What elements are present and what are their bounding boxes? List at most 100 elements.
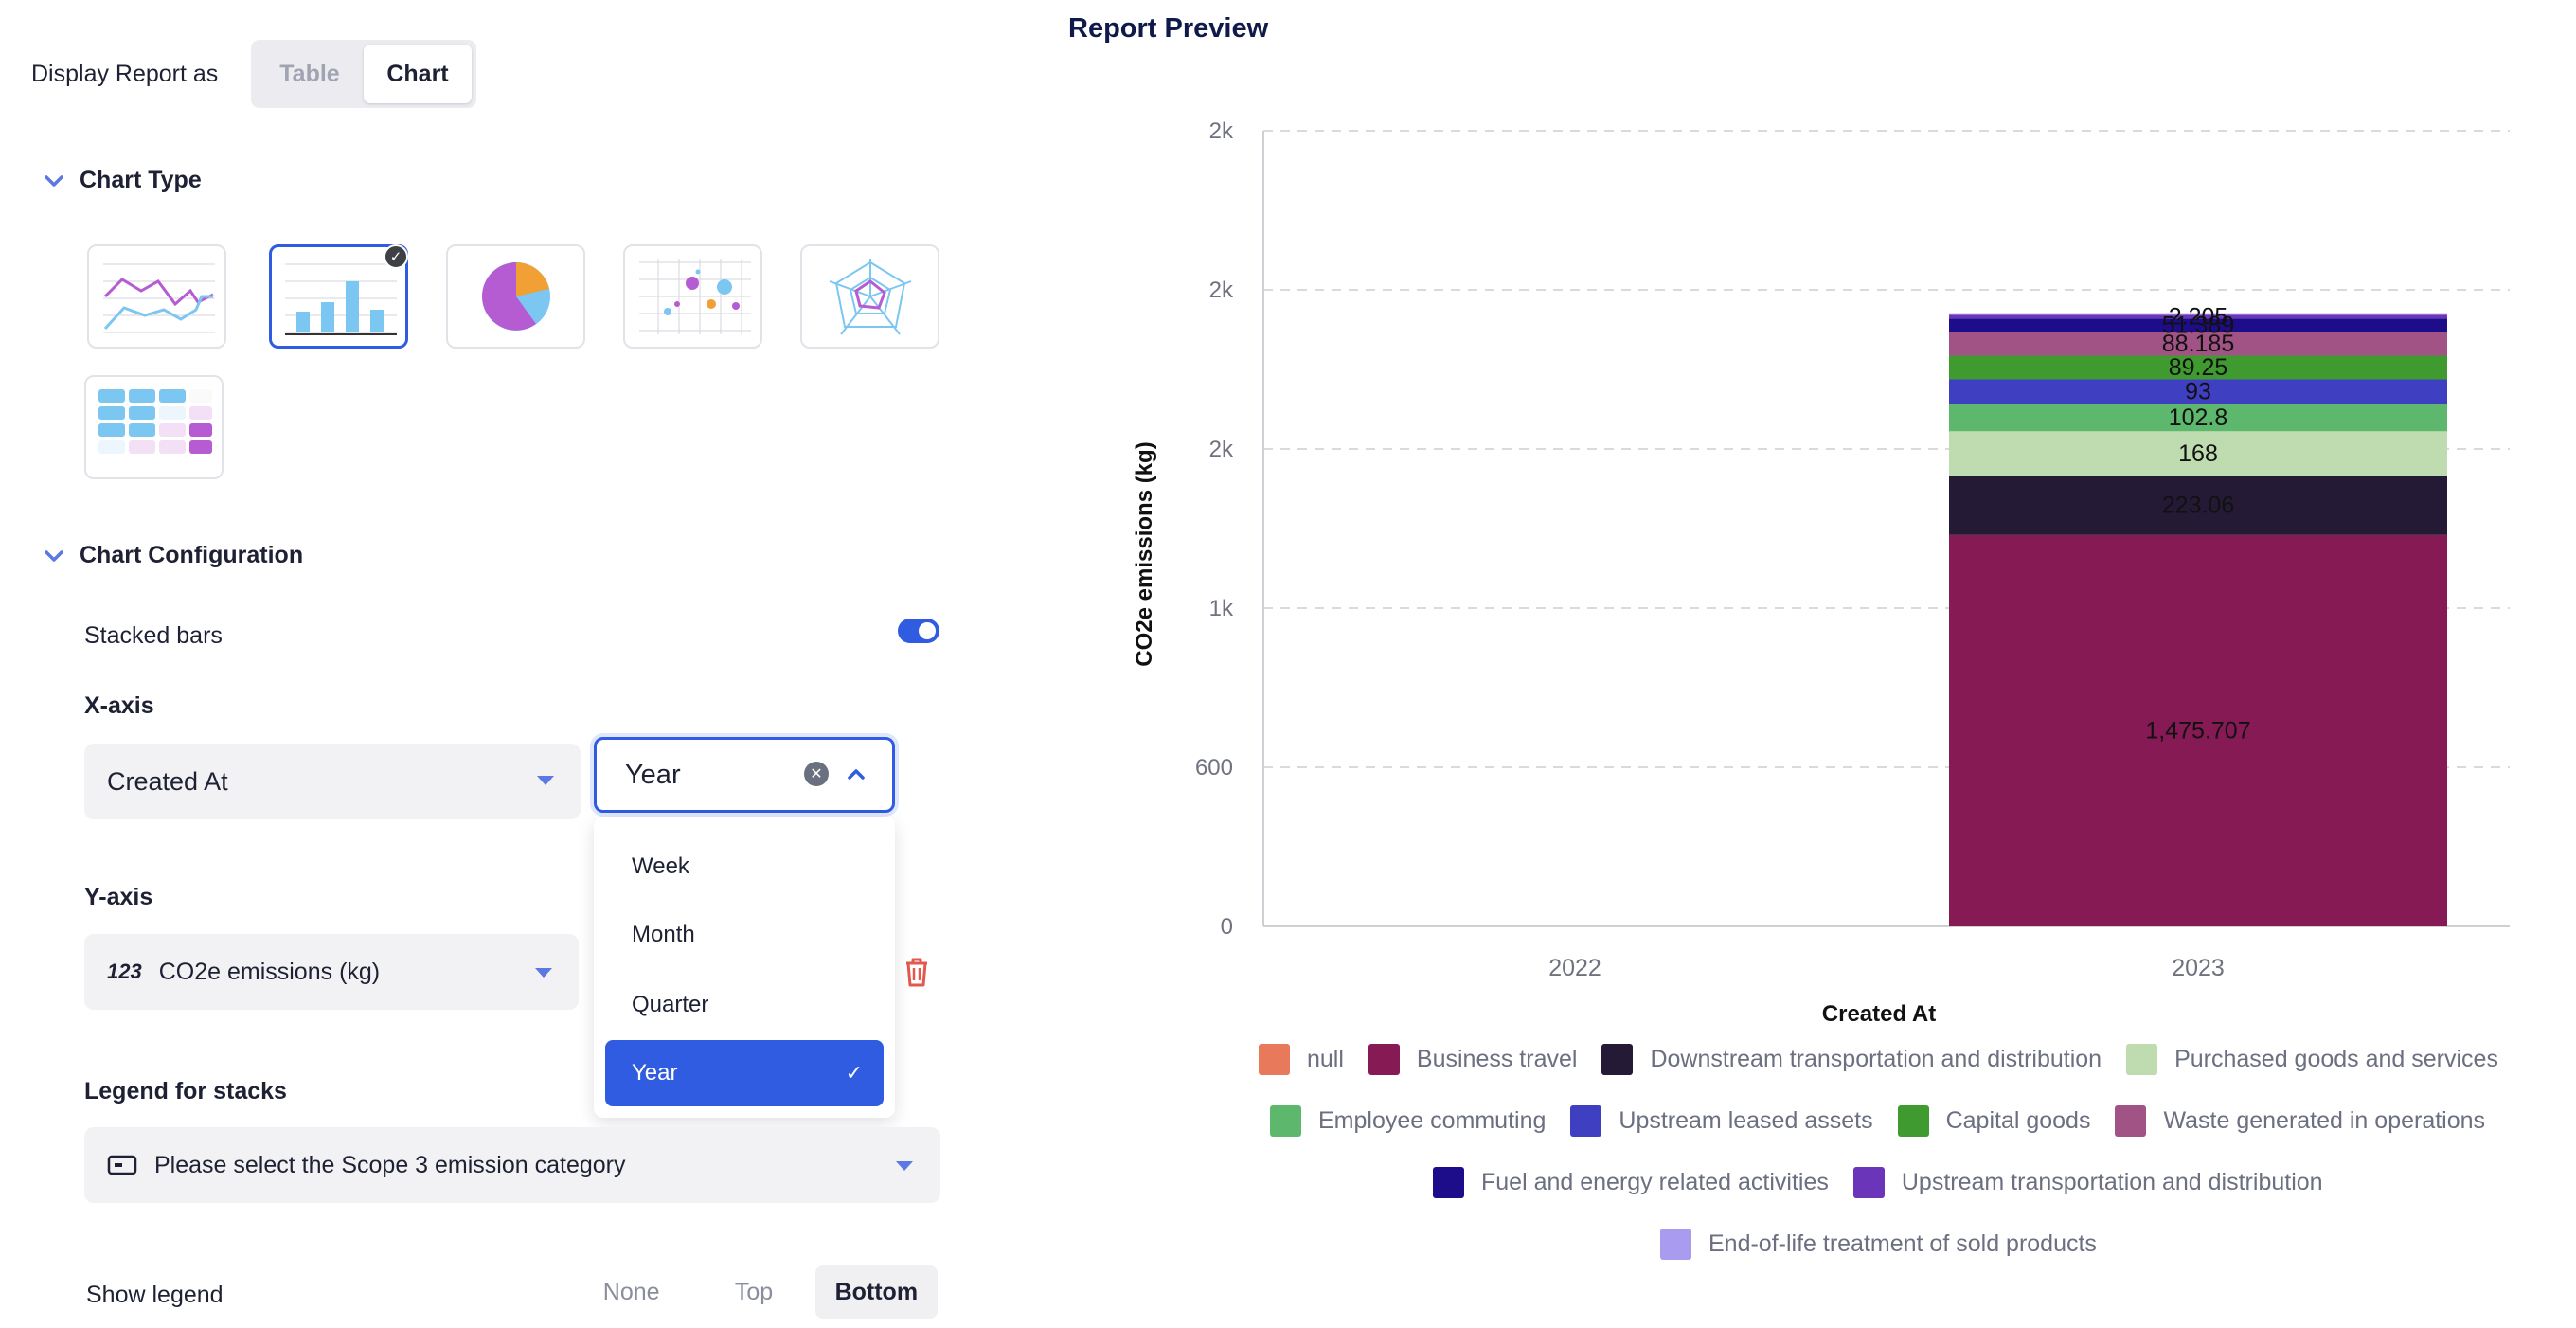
chart-type-scatter[interactable] — [623, 244, 762, 349]
legend-item[interactable]: Waste generated in operations — [2115, 1105, 2485, 1137]
y-tick-labels: 0 600 1k 2k 2k 2k — [1195, 118, 1234, 940]
y-tick-label: 600 — [1195, 755, 1233, 781]
report-preview-title: Report Preview — [1068, 13, 1269, 44]
option-quarter[interactable]: Quarter — [632, 992, 709, 1017]
bar-segment[interactable] — [1949, 476, 2447, 535]
scatter-chart-icon — [638, 259, 751, 334]
display-table-button[interactable]: Table — [279, 60, 340, 87]
bar-segment[interactable] — [1949, 332, 2447, 356]
y-axis-label: Y-axis — [84, 884, 153, 910]
y-axis-title: CO2e emissions (kg) — [1132, 441, 1157, 666]
option-week[interactable]: Week — [632, 853, 689, 879]
legend-label: Fuel and energy related activities — [1481, 1169, 1829, 1195]
bar-segment[interactable] — [1949, 313, 2447, 315]
legend-bottom-button[interactable]: Bottom — [814, 1265, 938, 1319]
x-axis-field-select[interactable]: Created At — [84, 744, 581, 819]
trash-icon[interactable] — [902, 955, 932, 989]
legend-item[interactable]: Capital goods — [1897, 1105, 2090, 1137]
legend-item[interactable]: Purchased goods and services — [2126, 1044, 2498, 1075]
chart-type-heatmap[interactable] — [84, 375, 224, 479]
chart-type-bar[interactable]: ✓ — [269, 244, 408, 349]
legend-item[interactable]: Upstream leased assets — [1570, 1105, 1873, 1137]
legend-label: End-of-life treatment of sold products — [1708, 1230, 2097, 1257]
bar-segment[interactable] — [1949, 318, 2447, 332]
legend-row: End-of-life treatment of sold products — [1660, 1229, 2097, 1260]
show-legend-toggle: None Top Bottom — [570, 1265, 938, 1319]
legend-row: null Business travel Downstream transporta… — [1259, 1044, 2498, 1075]
toggle-knob — [919, 622, 936, 639]
y-axis-field-select[interactable]: 123 CO2e emissions (kg) — [84, 934, 579, 1010]
legend-item[interactable]: Downstream transportation and distributi… — [1601, 1044, 2102, 1075]
bar-value-label: 93 — [2185, 379, 2211, 405]
chart-type-section-toggle[interactable]: Chart Type — [42, 167, 202, 194]
legend-label: Upstream leased assets — [1619, 1107, 1873, 1134]
line-chart-icon — [102, 263, 215, 333]
legend-swatch — [2115, 1105, 2147, 1137]
bar-value-label: 88.185 — [2162, 331, 2234, 357]
caret-down-icon — [896, 1161, 913, 1171]
bar-value-label: 1,475.707 — [2145, 717, 2250, 744]
chevron-up-icon[interactable] — [846, 766, 867, 781]
bar-segment[interactable] — [1949, 404, 2447, 432]
caret-down-icon — [535, 968, 552, 978]
legend-swatch — [1601, 1044, 1634, 1075]
display-chart-button[interactable]: Chart — [364, 45, 472, 103]
bar-value-label: 223.06 — [2162, 493, 2234, 519]
radar-chart-icon — [829, 259, 911, 335]
show-legend-label: Show legend — [86, 1282, 224, 1308]
chart-type-line[interactable] — [87, 244, 226, 349]
legend-swatch — [2126, 1044, 2158, 1075]
legend-swatch — [1433, 1167, 1464, 1198]
chevron-down-icon — [45, 549, 63, 562]
bar-value-label: 89.25 — [2169, 354, 2228, 381]
chart-type-pie[interactable] — [446, 244, 585, 349]
bar-segment[interactable] — [1949, 355, 2447, 380]
bar-value-label: 168 — [2178, 440, 2218, 467]
chart-type-radar[interactable] — [800, 244, 939, 349]
display-report-label: Display Report as — [31, 61, 219, 87]
legend-stacks-select[interactable]: Please select the Scope 3 emission categ… — [84, 1127, 940, 1203]
x-tick-label: 2023 — [2172, 955, 2225, 981]
granularity-dropdown: Week Month Quarter Year ✓ — [594, 817, 895, 1118]
bar-segment[interactable] — [1949, 314, 2447, 319]
legend-swatch — [1259, 1044, 1290, 1075]
y-tick-label: 1k — [1209, 596, 1234, 621]
legend-item[interactable]: Employee commuting — [1270, 1105, 1546, 1137]
x-axis-title: Created At — [1822, 1001, 1936, 1027]
bar-segment[interactable] — [1949, 534, 2447, 926]
legend-item[interactable]: Fuel and energy related activities — [1433, 1167, 1829, 1198]
legend-row: Fuel and energy related activities Upstre… — [1433, 1167, 2323, 1198]
x-axis-field-value: Created At — [107, 766, 228, 796]
bar-segment[interactable] — [1949, 431, 2447, 476]
y-tick-label: 0 — [1221, 914, 1233, 940]
legend-item[interactable]: End-of-life treatment of sold products — [1660, 1229, 2097, 1260]
bar-segment[interactable] — [1949, 379, 2447, 404]
legend-swatch — [1570, 1105, 1602, 1137]
stacked-bar-chart: 0 600 1k 2k 2k 2k 1,475.707 223.06 168 102.89389… — [1132, 118, 2510, 1027]
legend-item[interactable]: Upstream transportation and distribution — [1852, 1167, 2323, 1198]
selected-check-icon: ✓ — [384, 244, 408, 269]
legend-none-button[interactable]: None — [602, 1278, 660, 1305]
display-toggle: Table Chart — [251, 40, 476, 108]
legend-label: Business travel — [1416, 1046, 1578, 1072]
clear-icon[interactable]: ✕ — [804, 762, 829, 786]
legend-swatch — [1660, 1229, 1691, 1260]
legend-top-button[interactable]: Top — [734, 1278, 774, 1305]
legend-swatch — [1852, 1167, 1885, 1198]
legend-item[interactable]: null — [1259, 1044, 1344, 1075]
numeric-field-icon: 123 — [107, 960, 142, 983]
bars — [1949, 313, 2447, 926]
caret-down-icon — [537, 776, 554, 785]
gridlines — [1262, 130, 2510, 927]
heatmap-chart-icon — [98, 389, 212, 454]
bar-labels: 1,475.707 223.06 168 102.89389.2588.18551.3… — [2145, 303, 2250, 744]
legend-stacks-placeholder: Please select the Scope 3 emission categ… — [154, 1151, 626, 1178]
x-axis-granularity-select[interactable]: Year — [594, 737, 895, 813]
option-year[interactable]: Year ✓ — [605, 1040, 884, 1106]
legend-stacks-label: Legend for stacks — [84, 1078, 287, 1104]
stacked-bars-toggle[interactable] — [898, 619, 939, 643]
legend-item[interactable]: Business travel — [1368, 1044, 1578, 1075]
chart-config-section-toggle[interactable]: Chart Configuration — [42, 542, 303, 569]
option-month[interactable]: Month — [632, 922, 695, 947]
option-year-label: Year — [632, 1060, 678, 1086]
